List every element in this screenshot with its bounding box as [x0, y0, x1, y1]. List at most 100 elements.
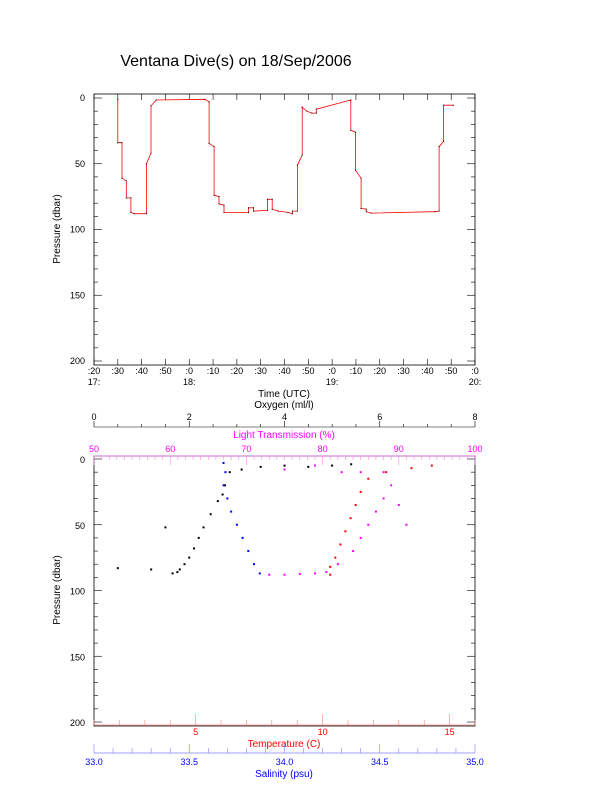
salinity-point [235, 523, 238, 526]
oxygen-point [228, 471, 231, 474]
temperature-point [344, 530, 347, 533]
salinity-axis-label: Salinity (psu) [255, 769, 313, 780]
salinity-point [222, 461, 225, 464]
data-point [360, 177, 362, 179]
data-point [438, 146, 440, 148]
oxygen-point [331, 464, 334, 467]
data-point [253, 207, 255, 209]
data-point [121, 142, 123, 144]
data-point [287, 211, 289, 213]
bottom-plot-frame [93, 455, 476, 727]
salinity-tick-label: 35.0 [466, 757, 484, 767]
data-point [125, 197, 127, 199]
light-point [336, 563, 339, 566]
data-point [266, 198, 268, 200]
data-point [271, 198, 273, 200]
data-point [443, 104, 445, 106]
light-tick-label: 70 [241, 444, 251, 454]
oxygen-point [183, 563, 186, 566]
oxygen-point [188, 556, 191, 559]
data-point [223, 211, 225, 213]
light-tick-label: 60 [165, 444, 175, 454]
temperature-point [354, 504, 357, 507]
oxygen-point [193, 547, 196, 550]
salinity-point [222, 484, 225, 487]
salinity-tick-label: 34.5 [371, 757, 389, 767]
x-tick-label: :30 [112, 366, 125, 376]
light-point [390, 484, 393, 487]
data-point [253, 210, 255, 212]
data-point [150, 152, 152, 154]
light-point [374, 510, 377, 513]
data-point [208, 142, 210, 144]
x-tick-label: :0 [185, 366, 193, 376]
data-point [204, 98, 206, 100]
light-point [367, 523, 370, 526]
data-point [350, 99, 352, 101]
oxygen-point [176, 571, 179, 574]
y-tick-label: 150 [70, 290, 85, 300]
temperature-point [349, 517, 352, 520]
x-hour-label: 20: [469, 377, 482, 387]
y-tick-label: 100 [70, 225, 85, 235]
oxygen-tick-label: 8 [472, 412, 477, 422]
light-point [313, 572, 316, 575]
oxygen-point [164, 526, 167, 529]
light-point [352, 550, 355, 553]
oxygen-point [223, 484, 226, 487]
data-point [117, 142, 119, 144]
x-tick-label: :50 [445, 366, 458, 376]
salinity-tick-label: 33.5 [180, 757, 198, 767]
data-point [145, 213, 147, 215]
y-tick-label: 200 [70, 718, 85, 728]
y-tick-label: 150 [70, 652, 85, 662]
temperature-point [329, 565, 332, 568]
data-point [311, 112, 313, 114]
data-point [213, 194, 215, 196]
chart-title: Ventana Dive(s) on 18/Sep/2006 [120, 53, 351, 70]
x-tick-label: :40 [421, 366, 434, 376]
data-point [452, 104, 454, 106]
salinity-tick-label: 34.0 [276, 757, 294, 767]
x-tick-label: :30 [254, 366, 267, 376]
data-point [277, 210, 279, 212]
x-tick-label: :30 [397, 366, 410, 376]
oxygen-tick-label: 0 [91, 412, 96, 422]
oxygen-axis-label: Oxygen (ml/l) [254, 400, 313, 411]
x-hour-label: 19: [326, 377, 339, 387]
oxygen-point [178, 568, 181, 571]
x-tick-label: :50 [159, 366, 172, 376]
data-point [266, 209, 268, 211]
y-tick-label: 0 [80, 455, 85, 465]
temperature-point [334, 556, 337, 559]
data-point [291, 213, 293, 215]
temperature-tick-label: 5 [193, 727, 198, 737]
pressure-trace [117, 98, 454, 215]
x-tick-label: :0 [328, 366, 336, 376]
top-xlabel: Time (UTC) [258, 389, 310, 400]
data-point [248, 211, 250, 213]
y-tick-label: 200 [70, 356, 85, 366]
light-point [298, 573, 301, 576]
data-point [434, 211, 436, 213]
salinity-point [258, 572, 261, 575]
light-tick-label: 50 [89, 444, 99, 454]
data-point [145, 163, 147, 165]
x-tick-label: :40 [135, 366, 148, 376]
light-point [359, 536, 362, 539]
light-point [382, 497, 385, 500]
x-hour-label: 17: [88, 377, 101, 387]
salinity-point [226, 497, 229, 500]
oxygen-point [240, 468, 243, 471]
temperature-point [339, 543, 342, 546]
data-point [360, 207, 362, 209]
data-point [306, 110, 308, 112]
data-point [155, 99, 157, 101]
data-point [315, 112, 317, 114]
oxygen-tick-label: 6 [377, 412, 382, 422]
x-tick-label: :0 [471, 366, 479, 376]
light-axis-label: Light Transmission (%) [233, 430, 335, 441]
x-tick-label: :10 [207, 366, 220, 376]
salinity-tick-label: 33.0 [85, 757, 103, 767]
oxygen-tick-label: 4 [282, 412, 287, 422]
